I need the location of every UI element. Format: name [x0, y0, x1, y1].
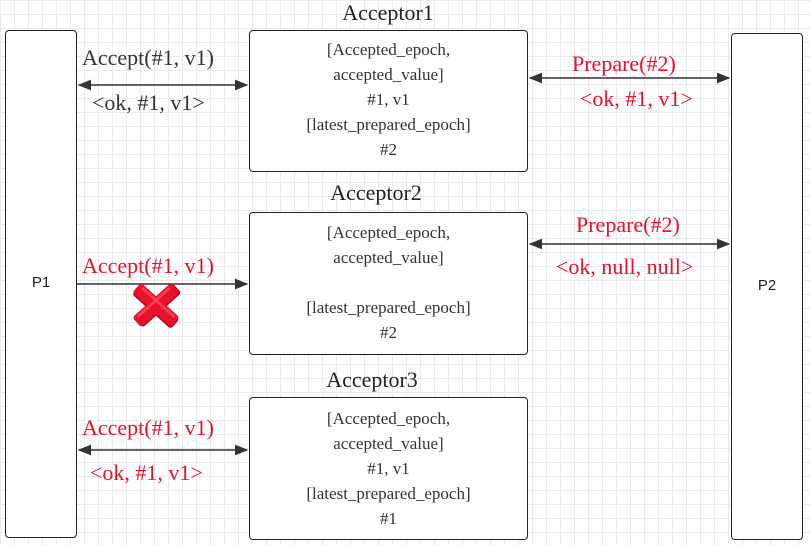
acceptor1-box: [Accepted_epoch, accepted_value] #1, v1 … [249, 30, 528, 172]
acceptor3-box: [Accepted_epoch, accepted_value] #1, v1 … [249, 397, 528, 540]
msg-acceptor2-prepare: Prepare(#2) [576, 212, 680, 237]
msg-acceptor1-prepare-reply: <ok, #1, v1> [580, 86, 693, 111]
acceptor1-line-5: #2 [380, 140, 397, 159]
msg-acceptor2-prepare-reply: <ok, null, null> [556, 254, 694, 279]
participant-p1-label: P1 [31, 274, 51, 291]
msg-acceptor1-prepare: Prepare(#2) [572, 51, 676, 76]
acceptor1-line-3: #1, v1 [367, 90, 410, 109]
acceptor2-box: [Accepted_epoch, accepted_value] [latest… [249, 212, 528, 355]
acceptor1-title: Acceptor1 [342, 0, 434, 25]
msg-acceptor3-accept: Accept(#1, v1) [82, 415, 214, 440]
cross-icon [133, 284, 181, 328]
acceptor3-title: Acceptor3 [326, 367, 418, 392]
acceptor1-line-1: [Accepted_epoch, [326, 40, 451, 59]
acceptor3-line-2: accepted_value] [333, 434, 444, 453]
acceptor2-title: Acceptor2 [330, 180, 422, 205]
msg-acceptor2-accept: Accept(#1, v1) [82, 253, 214, 278]
msg-acceptor3-accept-reply: <ok, #1, v1> [90, 460, 203, 485]
msg-acceptor1-accept: Accept(#1, v1) [82, 45, 214, 70]
acceptor3-line-5: #1 [380, 509, 397, 528]
acceptor2-line-2: accepted_value] [333, 248, 444, 267]
acceptor2-line-4: [latest_prepared_epoch] [306, 298, 471, 317]
participant-p2-label: P2 [757, 277, 777, 294]
acceptor2-line-1: [Accepted_epoch, [326, 223, 451, 242]
acceptor3-line-3: #1, v1 [367, 459, 410, 478]
acceptor1-line-2: accepted_value] [333, 65, 444, 84]
acceptor1-line-4: [latest_prepared_epoch] [306, 115, 471, 134]
participant-p1-box: P1 [5, 30, 77, 538]
msg-acceptor1-accept-reply: <ok, #1, v1> [92, 90, 205, 115]
acceptor2-line-5: #2 [380, 323, 397, 342]
acceptor3-line-4: [latest_prepared_epoch] [306, 484, 471, 503]
participant-p2-box: P2 [731, 33, 803, 540]
acceptor3-line-1: [Accepted_epoch, [326, 409, 451, 428]
